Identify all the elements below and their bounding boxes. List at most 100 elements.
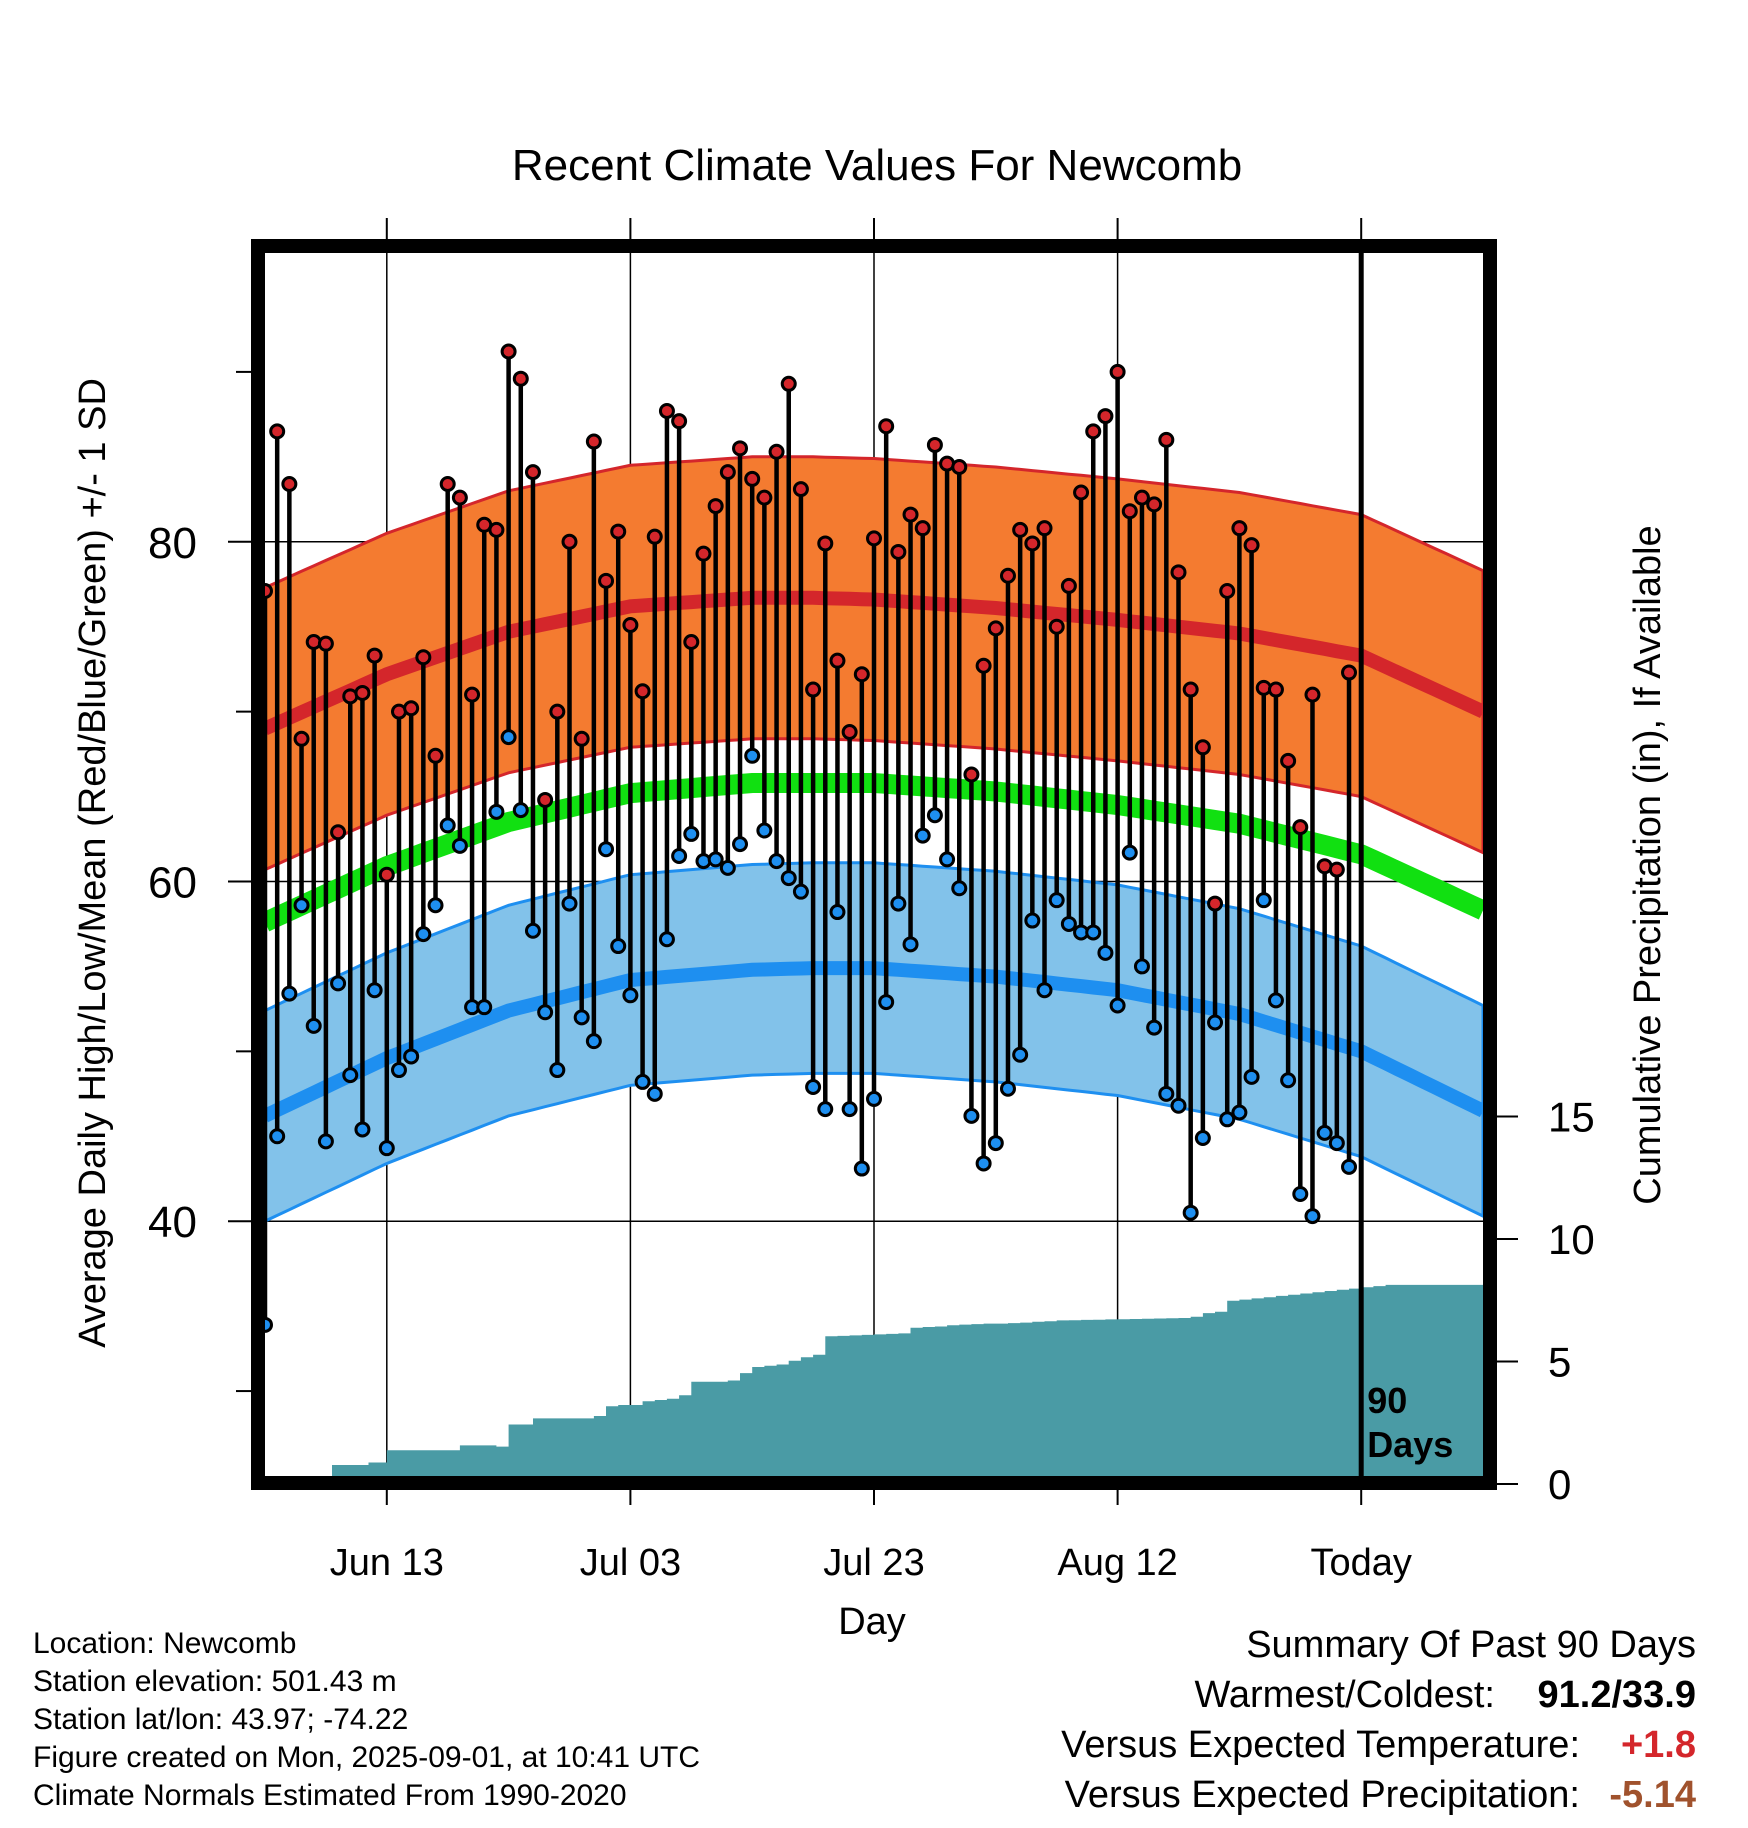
daily-high-point	[1048, 618, 1065, 635]
daily-high-point	[1121, 503, 1138, 520]
precipitation-value: -5.14	[1609, 1774, 1696, 1816]
daily-low-point	[305, 1017, 322, 1034]
daily-high-point	[1036, 520, 1053, 537]
daily-high-point	[330, 824, 347, 841]
daily-high-point	[1292, 819, 1309, 836]
daily-high-point	[293, 730, 310, 747]
daily-low-point	[987, 1135, 1004, 1152]
daily-low-point	[1012, 1046, 1029, 1063]
daily-low-point	[1219, 1111, 1236, 1128]
daily-low-point	[500, 729, 517, 746]
daily-high-point	[451, 489, 468, 506]
x-tick-label-4: Today	[1310, 1542, 1411, 1584]
daily-high-point	[610, 523, 627, 540]
daily-low-point	[853, 1160, 870, 1177]
y2-tick-label-3: 15	[1548, 1094, 1595, 1141]
daily-high-point	[427, 747, 444, 764]
daily-low-point	[732, 836, 749, 853]
daily-high-point	[512, 370, 529, 387]
daily-high-point	[683, 633, 700, 650]
daily-low-point	[342, 1067, 359, 1084]
daily-high-point	[866, 530, 882, 547]
daily-high-point	[1133, 489, 1150, 506]
daily-high-point	[1194, 739, 1211, 756]
daily-high-point	[1024, 535, 1041, 552]
daily-high-point	[902, 506, 919, 523]
warmest-coldest-value: 91.2/33.9	[1537, 1674, 1696, 1716]
daily-high-point	[488, 521, 505, 538]
daily-high-point	[366, 647, 383, 664]
daily-low-point	[658, 931, 675, 948]
today-days-label-0: 90	[1367, 1380, 1407, 1421]
daily-low-point	[975, 1155, 992, 1172]
daily-high-point	[756, 489, 773, 506]
daily-high-point	[537, 791, 554, 808]
daily-low-point	[1304, 1208, 1321, 1225]
elevation-text: Station elevation: 501.43 m	[33, 1665, 397, 1698]
x-tick-label-2: Jul 23	[823, 1542, 924, 1584]
daily-high-point	[1231, 520, 1248, 537]
daily-low-point	[330, 975, 347, 992]
daily-high-point	[403, 700, 420, 717]
daily-low-point	[756, 822, 773, 839]
daily-low-point	[878, 994, 895, 1011]
chart-title: Recent Climate Values For Newcomb	[512, 141, 1242, 190]
summary-title: Summary Of Past 90 Days	[1246, 1624, 1696, 1666]
normals-text: Climate Normals Estimated From 1990-2020	[33, 1779, 627, 1812]
daily-high-point	[829, 652, 846, 669]
daily-high-point	[378, 866, 395, 883]
today-days-label-1: Days	[1367, 1424, 1453, 1465]
daily-low-point	[719, 859, 736, 876]
daily-low-point	[671, 848, 688, 865]
daily-low-point	[549, 1062, 566, 1079]
daily-low-point	[805, 1079, 822, 1096]
y-tick-label-1: 60	[148, 858, 197, 907]
y2-axis-label: Cumulative Precipitation (in), If Availa…	[1627, 525, 1669, 1204]
daily-high-point	[415, 649, 432, 666]
daily-low-point	[1133, 958, 1150, 975]
daily-low-point	[890, 895, 907, 912]
y-axis-label: Average Daily High/Low/Mean (Red/Blue/Gr…	[72, 378, 114, 1348]
daily-low-point	[914, 827, 931, 844]
daily-low-point	[1109, 997, 1126, 1014]
daily-low-point	[683, 825, 700, 842]
daily-low-point	[1255, 892, 1272, 909]
daily-high-point	[1146, 496, 1163, 513]
daily-high-point	[317, 635, 334, 652]
daily-high-point	[1267, 681, 1284, 698]
daily-low-point	[573, 1009, 590, 1026]
daily-low-point	[1182, 1204, 1199, 1221]
daily-low-point	[768, 853, 785, 870]
daily-high-point	[719, 464, 736, 481]
daily-high-point	[585, 433, 602, 450]
daily-high-point	[987, 620, 1004, 637]
daily-high-point	[281, 476, 298, 493]
latlon-text: Station lat/lon: 43.97; -74.22	[33, 1703, 409, 1736]
daily-low-point	[1048, 892, 1065, 909]
precipitation-area	[265, 1284, 1483, 1476]
daily-high-point	[768, 443, 785, 460]
daily-low-point	[1146, 1019, 1163, 1036]
daily-low-point	[1316, 1124, 1333, 1141]
daily-high-point	[1097, 408, 1114, 425]
daily-low-point	[476, 999, 493, 1016]
daily-high-point	[817, 535, 834, 552]
daily-high-point	[658, 402, 675, 419]
daily-low-point	[390, 1062, 407, 1079]
daily-high-point	[780, 375, 797, 392]
y2-tick-label-0: 0	[1548, 1461, 1571, 1508]
daily-low-point	[1170, 1097, 1187, 1114]
daily-low-point	[1231, 1104, 1248, 1121]
daily-low-point	[1243, 1068, 1260, 1085]
daily-low-point	[866, 1090, 882, 1107]
daily-low-point	[1292, 1186, 1309, 1203]
daily-high-point	[926, 436, 943, 453]
daily-high-point	[1073, 484, 1090, 501]
daily-low-point	[293, 897, 310, 914]
daily-high-point	[598, 572, 615, 589]
daily-high-point	[841, 724, 858, 741]
daily-low-point	[744, 747, 761, 764]
daily-high-point	[524, 464, 541, 481]
daily-low-point	[1267, 992, 1284, 1009]
daily-low-point	[926, 807, 943, 824]
